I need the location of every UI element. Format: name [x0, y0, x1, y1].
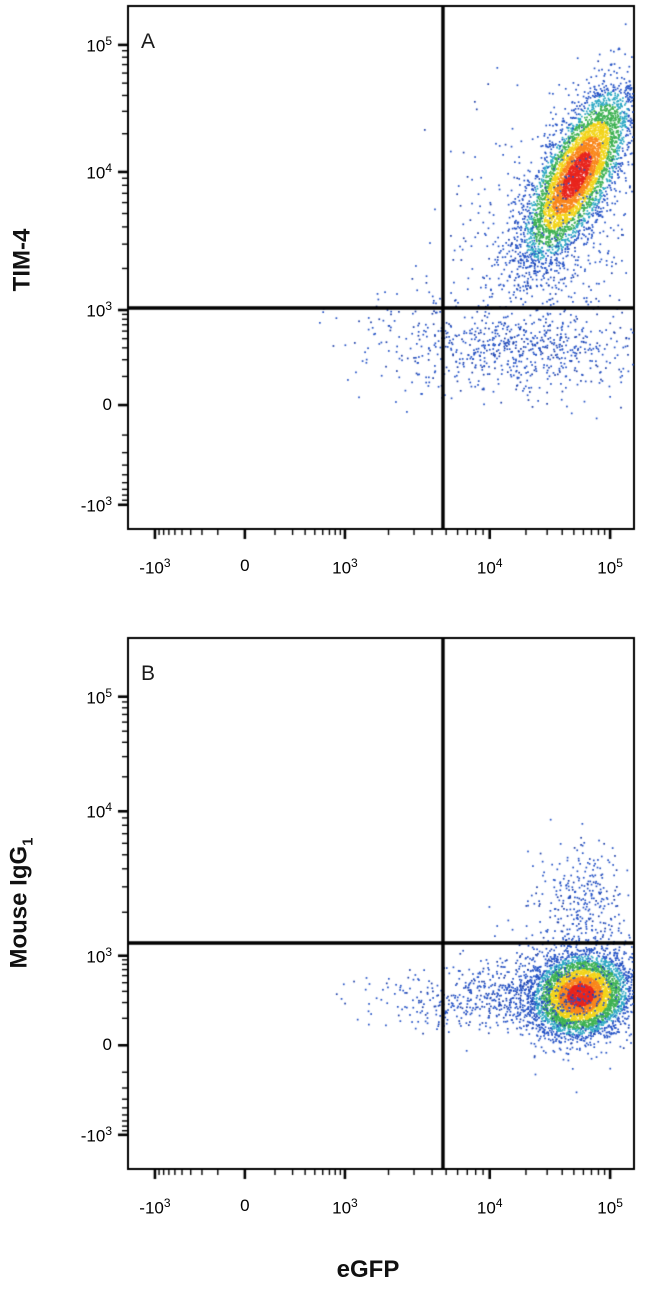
y-axis-title-panel-b: Mouse IgG1: [6, 837, 37, 968]
y-axis-title-panel-a: TIM-4: [9, 229, 40, 292]
y-tick-label: 0: [102, 395, 112, 415]
y-axis-title-b-subscript: 1: [19, 837, 37, 846]
x-tick-label: 105: [597, 1196, 623, 1218]
y-tick-label: 105: [86, 685, 112, 708]
y-axis-title-a-text: TIM-4: [8, 228, 36, 292]
x-tick-label: 103: [332, 556, 358, 578]
x-axis-title: eGFP: [336, 1256, 400, 1283]
panel-label-b: B: [141, 662, 156, 685]
x-tick-label: 0: [240, 556, 250, 575]
x-tick-label: 104: [476, 1196, 503, 1218]
x-tick-label: -103: [139, 1196, 171, 1218]
x-tick-label: 0: [240, 1196, 250, 1215]
y-tick-label: 0: [102, 1035, 112, 1055]
x-tick-label: 103: [332, 1196, 358, 1218]
y-tick-label: 104: [86, 800, 112, 822]
y-tick-label: -103: [80, 493, 112, 516]
x-tick-label: -103: [139, 556, 171, 578]
y-tick-label: 103: [86, 298, 112, 321]
y-tick-label: 105: [86, 33, 112, 56]
panel-label-a: A: [141, 30, 156, 53]
y-tick-label: 104: [86, 160, 112, 183]
y-axis-title-b-text: Mouse IgG: [5, 845, 33, 969]
x-tick-label: 105: [597, 556, 623, 578]
y-tick-label: -103: [80, 1123, 112, 1146]
y-tick-label: 103: [86, 944, 112, 967]
x-tick-label: 104: [476, 556, 503, 578]
